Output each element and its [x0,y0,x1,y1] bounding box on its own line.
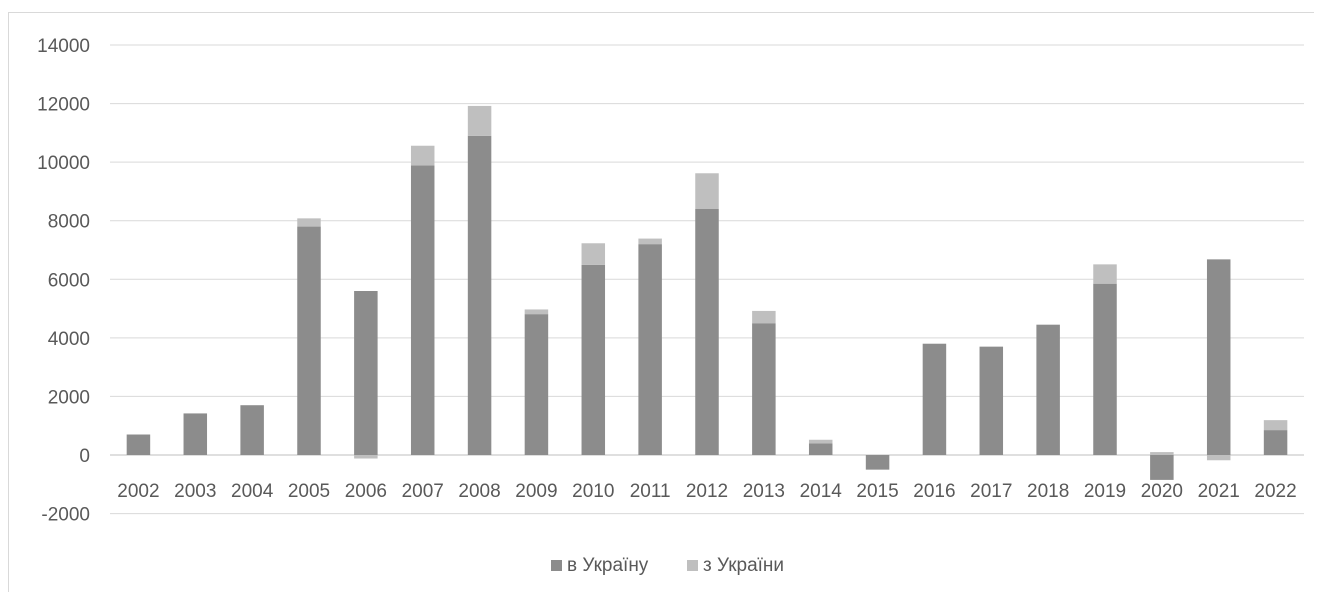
bar-2010-series-2 [581,243,606,265]
bar-2016-series-1 [922,343,947,455]
bar-2004-series-1 [240,405,264,455]
bar-2019-series-2 [1093,264,1117,284]
legend: в Україну з України [551,555,784,576]
bar-2008-series-2 [467,105,492,136]
bar-2009-series-1 [524,314,549,455]
y-tick-label: 0 [79,446,90,467]
y-tick-label: -2000 [41,505,90,526]
x-tick-label: 2014 [800,481,843,502]
chart-frame [8,12,1314,592]
bar-2007-series-1 [410,165,435,455]
x-tick-label: 2007 [402,481,444,502]
bar-2021-series-2 [1206,455,1231,461]
bar-2019-series-1 [1093,283,1117,455]
x-tick-label: 2016 [913,481,955,502]
bar-2014-series-1 [808,443,833,455]
bar-2013-series-2 [752,310,776,324]
x-tick-label: 2015 [856,481,898,502]
y-axis-tick-labels: -2000 0 2000 4000 6000 8000 10000 12000 14000 [37,36,90,526]
y-tick-label: 8000 [48,212,90,233]
x-tick-label: 2020 [1141,481,1183,502]
bar-2010-series-1 [581,264,606,455]
bar-2002-series-1 [126,434,151,455]
y-tick-label: 6000 [48,270,90,291]
x-tick-label: 2005 [288,481,330,502]
y-tick-label: 10000 [37,153,90,174]
x-tick-label: 2011 [630,481,671,502]
x-tick-label: 2002 [117,481,159,502]
bar-2022-series-2 [1263,420,1288,431]
bar-2009-series-2 [524,309,549,315]
legend-swatch-1 [551,560,562,571]
y-tick-label: 2000 [48,387,90,408]
bar-2020-series-2 [1150,452,1174,455]
y-tick-label: 12000 [37,95,90,116]
y-tick-label: 14000 [37,36,90,57]
x-tick-label: 2006 [345,481,387,502]
bar-2007-series-2 [410,145,435,166]
x-tick-label: 2022 [1254,481,1296,502]
x-tick-label: 2019 [1084,481,1126,502]
bar-2012-series-1 [695,209,719,455]
x-axis-tick-labels: 2002 2003 2004 2005 2006 2007 2008 2009 2010 2011… [117,481,1296,502]
bar-2012-series-2 [695,173,719,209]
x-tick-label: 2009 [515,481,557,502]
bar-2005-series-1 [297,226,321,455]
x-tick-label: 2017 [970,481,1012,502]
x-tick-label: 2003 [174,481,216,502]
bar-2006-series-1 [354,291,378,455]
bar-2018-series-1 [1036,324,1060,455]
legend-label-1: в Україну [567,555,649,576]
bar-2005-series-2 [297,218,321,227]
bar-2013-series-1 [752,323,776,455]
x-tick-label: 2010 [572,481,614,502]
bar-2015-series-1 [865,455,890,470]
bar-2017-series-1 [979,346,1004,455]
x-tick-label: 2008 [458,481,500,502]
x-tick-label: 2012 [686,481,728,502]
bar-2014-series-2 [808,439,833,444]
x-tick-label: 2021 [1198,481,1240,502]
bar-2021-series-1 [1206,259,1231,455]
x-tick-label: 2013 [743,481,785,502]
legend-swatch-2 [687,560,698,571]
bar-2003-series-1 [183,413,208,455]
bar-2020-series-1 [1150,455,1174,480]
bar-2008-series-1 [467,135,492,456]
bar-2022-series-1 [1263,430,1288,455]
bar-2011-series-2 [638,238,662,245]
bar-2011-series-1 [638,244,662,455]
legend-label-2: з України [703,555,784,576]
y-tick-label: 4000 [48,329,90,350]
x-tick-label: 2004 [231,481,274,502]
bars [126,105,1288,480]
x-tick-label: 2018 [1027,481,1069,502]
bar-2006-series-2 [354,455,378,459]
